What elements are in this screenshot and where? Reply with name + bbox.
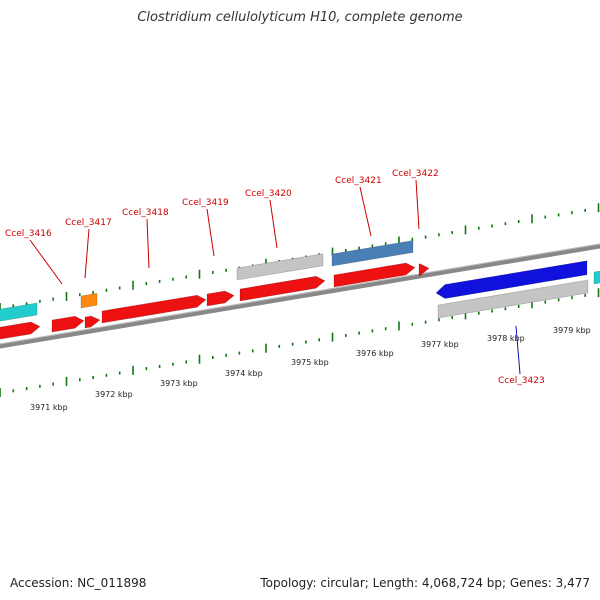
genome-title: Clostridium cellulolyticum H10, complete… — [137, 10, 463, 25]
gene-arrow-ccel-3418[interactable] — [101, 294, 207, 324]
feature-gray-lower[interactable] — [437, 279, 589, 319]
leader-line — [206, 208, 215, 257]
gene-arrow-ccel-3421[interactable] — [333, 262, 416, 288]
gene-label[interactable]: Ccel_3423 — [498, 376, 545, 386]
kbp-label: 3977 kbp — [421, 340, 459, 349]
leader-line — [515, 325, 521, 375]
kbp-label: 3972 kbp — [95, 390, 133, 399]
kbp-label: 3971 kbp — [30, 403, 68, 412]
backbone-line — [0, 243, 600, 349]
gene-arrow-ccel-3423[interactable] — [435, 260, 588, 299]
leader-line — [415, 179, 420, 230]
gene-label[interactable]: Ccel_3416 — [5, 229, 52, 239]
gene-label[interactable]: Ccel_3421 — [335, 176, 382, 186]
backbone-highlight — [0, 243, 600, 345]
gene-arrow-ccel-3422[interactable] — [418, 263, 430, 277]
kbp-label: 3973 kbp — [160, 379, 198, 388]
kbp-label: 3976 kbp — [356, 349, 394, 358]
lower-tick-row — [0, 288, 600, 397]
feature-steelblue[interactable] — [331, 240, 414, 267]
upper-tick-row — [0, 203, 600, 312]
leader-line — [84, 228, 90, 279]
kbp-label: 3978 kbp — [487, 334, 525, 343]
leader-line — [146, 218, 150, 269]
leader-line — [359, 186, 372, 237]
gene-label[interactable]: Ccel_3422 — [392, 169, 439, 179]
gene-label[interactable]: Ccel_3419 — [182, 198, 229, 208]
accession-text: Accession: NC_011898 — [10, 576, 147, 590]
gene-arrow-ccel-3416[interactable] — [51, 315, 85, 333]
leader-line — [269, 199, 278, 249]
gene-label[interactable]: Ccel_3418 — [122, 208, 169, 218]
gene-arrow-left-edge[interactable] — [0, 321, 41, 340]
topology-summary: Topology: circular; Length: 4,068,724 bp… — [260, 576, 590, 590]
feature-orange[interactable] — [80, 292, 98, 309]
kbp-label: 3975 kbp — [291, 358, 329, 367]
feature-gray-upper[interactable] — [236, 253, 324, 281]
feature-cyan-right[interactable] — [593, 270, 600, 285]
kbp-label: 3974 kbp — [225, 369, 263, 378]
gene-arrow-ccel-3417[interactable] — [84, 315, 101, 329]
feature-cyan[interactable] — [0, 302, 38, 322]
gene-arrow-ccel-3419[interactable] — [206, 290, 235, 307]
gene-label[interactable]: Ccel_3420 — [245, 189, 292, 199]
gene-label[interactable]: Ccel_3417 — [65, 218, 112, 228]
kbp-label: 3979 kbp — [553, 326, 591, 335]
gene-arrow-ccel-3420[interactable] — [239, 275, 326, 302]
leader-line — [29, 239, 63, 285]
